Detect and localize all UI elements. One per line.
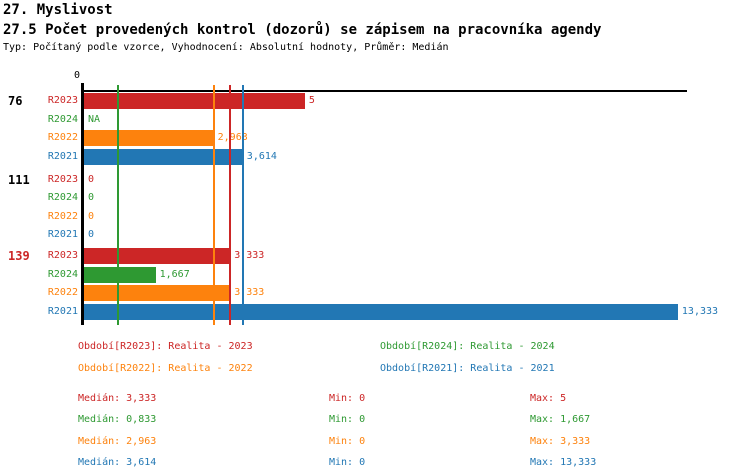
bar-row-label: R2021 xyxy=(47,150,78,162)
stat-max: Max: 5 xyxy=(530,393,567,404)
bar-value-label: 5 xyxy=(308,95,315,106)
x-axis-tick-zero: 0 xyxy=(74,70,81,81)
bar-value-label: 1,667 xyxy=(159,268,190,280)
bar-value-label: 3,333 xyxy=(234,287,265,299)
group-label: 111 xyxy=(8,172,30,187)
legend-entry: Období[R2022]: Realita - 2022 xyxy=(78,363,253,374)
stat-min: Min: 0 xyxy=(329,436,366,447)
bar-value-label: 0 xyxy=(88,210,95,222)
bar xyxy=(84,303,678,320)
bar-row-label: R2022 xyxy=(47,287,78,299)
bar-row-label: R2022 xyxy=(47,132,78,144)
median-line xyxy=(229,85,232,325)
bar-value-label: NA xyxy=(88,113,101,125)
chart-meta-line: Typ: Počítaný podle vzorce, Vyhodnocení:… xyxy=(3,42,449,53)
bar xyxy=(84,148,243,165)
median-line xyxy=(212,85,215,325)
stat-min: Min: 0 xyxy=(329,393,366,404)
group-label: 139 xyxy=(8,249,30,263)
bar-row-label: R2024 xyxy=(47,113,78,125)
median-line xyxy=(241,85,244,325)
group-label: 76 xyxy=(8,94,23,108)
bar-row-label: R2024 xyxy=(47,268,78,280)
stat-max: Max: 13,333 xyxy=(530,457,597,468)
bar-value-label: 3,614 xyxy=(246,150,277,162)
legend-entry: Období[R2024]: Realita - 2024 xyxy=(380,341,555,352)
bar-value-label: 0 xyxy=(88,192,95,204)
bar-row-label: R2023 xyxy=(47,95,78,106)
bar xyxy=(84,248,231,264)
bar-row-label: R2021 xyxy=(47,229,78,241)
stat-median: Medián: 0,833 xyxy=(78,414,157,425)
legend-entry: Období[R2021]: Realita - 2021 xyxy=(380,363,555,374)
bar-value-label: 2,963 xyxy=(217,132,248,144)
chart-subtitle: 27.5 Počet provedených kontrol (dozorů) … xyxy=(3,22,602,38)
stat-max: Max: 3,333 xyxy=(530,436,591,447)
stat-max: Max: 1,667 xyxy=(530,414,591,425)
bar-row-label: R2021 xyxy=(47,305,78,317)
bar-row-label: R2022 xyxy=(47,210,78,222)
bar xyxy=(84,266,156,283)
bar-value-label: 3,333 xyxy=(234,250,265,261)
bar xyxy=(84,130,214,147)
bar xyxy=(84,285,231,302)
stat-median: Medián: 3,333 xyxy=(78,393,157,404)
bar-row-label: R2023 xyxy=(47,250,78,261)
stat-median: Medián: 2,963 xyxy=(78,436,157,447)
bar-row-label: R2024 xyxy=(47,192,78,204)
stat-median: Medián: 3,614 xyxy=(78,457,157,468)
stat-min: Min: 0 xyxy=(329,414,366,425)
bar-value-label: 0 xyxy=(88,229,95,241)
bar-value-label: 13,333 xyxy=(681,305,719,317)
bar xyxy=(84,93,305,109)
stat-min: Min: 0 xyxy=(329,457,366,468)
legend-entry: Období[R2023]: Realita - 2023 xyxy=(78,341,253,352)
median-line xyxy=(117,85,120,325)
bar-row-label: R2023 xyxy=(47,173,78,185)
bar-value-label: 0 xyxy=(88,173,95,185)
y-axis-line xyxy=(81,83,84,325)
x-axis-line xyxy=(81,90,687,92)
page-title: 27. Myslivost xyxy=(3,2,113,18)
